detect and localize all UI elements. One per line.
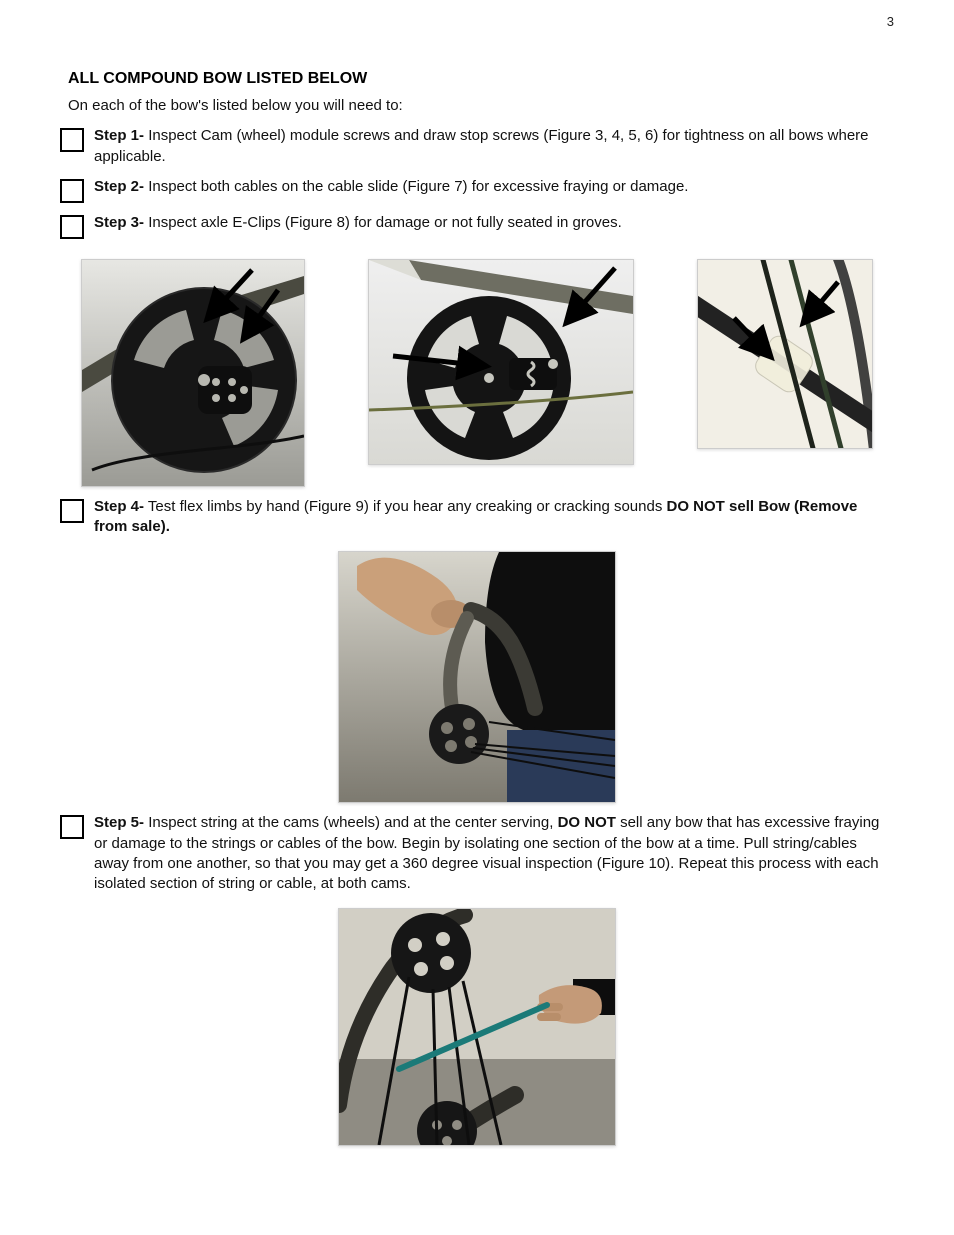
intro-line: On each of the bow's listed below you wi… [68, 96, 894, 116]
section-title: ALL COMPOUND BOW LISTED BELOW [68, 70, 367, 87]
step-3-prefix: Step 3- [94, 214, 144, 231]
step-5-text: Step 5- Inspect string at the cams (whee… [94, 813, 894, 894]
step-3-row: Step 3- Inspect axle E-Clips (Figure 8) … [60, 213, 894, 239]
step-5-prefix: Step 5- [94, 814, 144, 831]
step-4-row: Step 4- Test flex limbs by hand (Figure … [60, 497, 894, 538]
figure-10-container [60, 908, 894, 1146]
step-1-row: Step 1- Inspect Cam (wheel) module screw… [60, 126, 894, 167]
step-4-body-a: Test flex limbs by hand (Figure 9) if yo… [148, 498, 662, 515]
step-3-body: Inspect axle E-Clips (Figure 8) for dama… [148, 214, 622, 231]
page-number: 3 [887, 14, 894, 29]
step-2-text: Step 2- Inspect both cables on the cable… [94, 177, 688, 197]
step-5-body-b: DO NOT [558, 814, 616, 831]
step-4-text: Step 4- Test flex limbs by hand (Figure … [94, 497, 894, 538]
figure-9-flex-limb [338, 551, 616, 803]
step-5-row: Step 5- Inspect string at the cams (whee… [60, 813, 894, 894]
step-1-text: Step 1- Inspect Cam (wheel) module screw… [94, 126, 894, 167]
figure-3 [81, 259, 305, 487]
figure-10-image [338, 908, 616, 1146]
step-1-prefix: Step 1- [94, 127, 144, 144]
figure-7-image [697, 259, 873, 449]
step-3-text: Step 3- Inspect axle E-Clips (Figure 8) … [94, 213, 622, 233]
step-3-checkbox[interactable] [60, 215, 84, 239]
figure-row-top [60, 259, 894, 487]
step-2-checkbox[interactable] [60, 179, 84, 203]
step-5-body-a: Inspect string at the cams (wheels) and … [148, 814, 557, 831]
step-4-prefix: Step 4- [94, 498, 144, 515]
figure-9-container [60, 551, 894, 803]
step-2-row: Step 2- Inspect both cables on the cable… [60, 177, 894, 203]
figure-4-image [368, 259, 634, 465]
figure-10-isolate-string [338, 908, 616, 1146]
figure-9-image [338, 551, 616, 803]
figure-4 [368, 259, 634, 465]
step-1-checkbox[interactable] [60, 128, 84, 152]
step-2-prefix: Step 2- [94, 178, 144, 195]
figure-7-cable-slide [697, 259, 873, 449]
step-5-checkbox[interactable] [60, 815, 84, 839]
step-1-body: Inspect Cam (wheel) module screws and dr… [94, 127, 869, 164]
step-4-checkbox[interactable] [60, 499, 84, 523]
step-2-body: Inspect both cables on the cable slide (… [148, 178, 688, 195]
figure-3-image [81, 259, 305, 487]
